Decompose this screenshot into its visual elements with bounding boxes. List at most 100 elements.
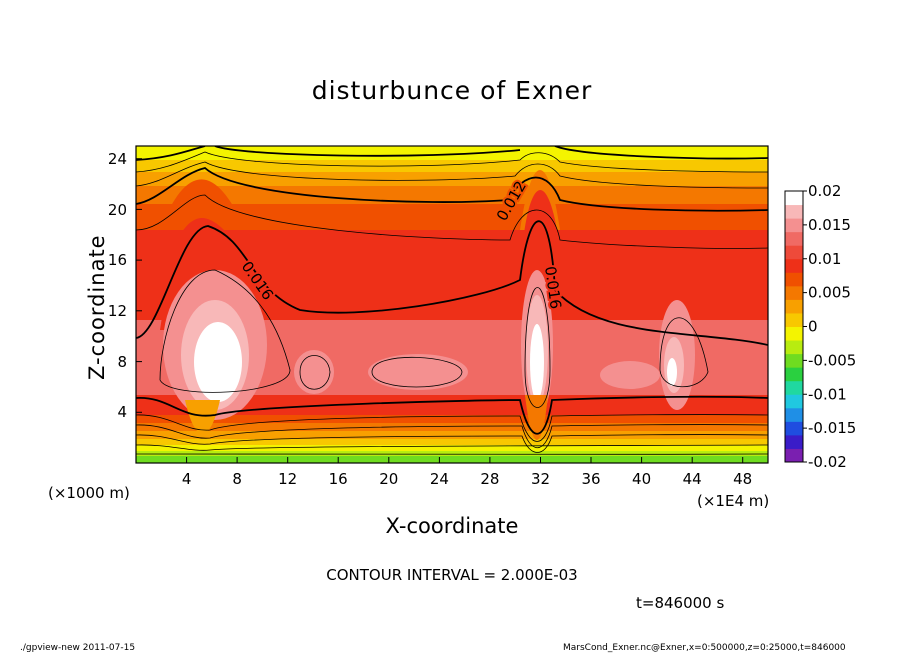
colorbar-swatch [785,421,803,436]
colorbar-swatch [785,272,803,287]
contour-line [371,356,463,388]
contour-line [136,424,768,448]
colorbar-swatch [785,340,803,355]
colorbar-swatch [785,312,803,327]
plot-frame [135,145,769,464]
colorbar-swatch [785,231,803,246]
colorbar-tick-label: 0.02 [808,182,841,200]
dip-left [185,400,220,434]
colorbar-swatch [785,299,803,314]
band-top-4 [136,186,768,204]
bulge-right-red [522,190,560,250]
contour-line [659,317,709,388]
y-tick-label: 8 [117,353,127,371]
contour-line [136,151,768,173]
band-low-2 [136,423,768,431]
core-left-white [194,322,242,402]
bulge-left [160,179,245,230]
band-low-5 [136,445,768,451]
x-tick-label: 4 [182,470,192,488]
x-tick-label: 28 [480,470,499,488]
band-low-6 [136,451,768,456]
x-tick-label: 16 [329,470,348,488]
band-yellow-top [136,146,768,160]
band-top-3 [136,172,768,186]
x-tick-label: 24 [430,470,449,488]
colorbar-swatch [785,434,803,449]
band-low-7 [136,456,768,463]
core-mid3 [600,361,660,389]
x-tick-label: 36 [581,470,600,488]
band-top-2 [136,160,768,172]
contour-line [136,161,768,189]
contour-line [136,194,768,249]
footer-left: ./gpview-new 2011-07-15 [20,643,136,653]
colorbar-swatch [785,448,803,463]
x-tick-label: 8 [232,470,242,488]
colorbar-swatch [785,380,803,395]
colorbar-swatch [785,204,803,219]
x-axis-label: X-coordinate [0,514,904,538]
axis-ticks [136,158,744,463]
band-low-red [136,395,768,415]
core-mid2 [368,354,468,390]
time-note: t=846000 s [636,594,725,612]
x-tick-label: 40 [632,470,651,488]
colorbar-swatch [785,191,803,206]
contour-line [136,167,768,212]
contour-lines [136,146,768,456]
footer-right: MarsCond_Exner.nc@Exner,x=0:500000,z=0:2… [563,643,846,653]
colorbar-tick-label: 0.015 [808,216,851,234]
y-tick-label: 4 [117,403,127,421]
y-tick-label: 20 [108,201,127,219]
chart-title: disturbunce of Exner [311,76,593,105]
contour-interval-note: CONTOUR INTERVAL = 2.000E-03 [326,566,578,584]
filled-contours [136,146,768,463]
core-mid1 [294,350,334,394]
x-tick-label: 44 [683,470,702,488]
colorbar [784,190,807,463]
contour-line [136,146,768,161]
colorbar-swatch [785,258,803,273]
x-scale-note: (×1E4 m) [697,492,770,510]
contour-line [136,414,768,442]
colorbar-swatch [785,326,803,341]
y-tick-label: 24 [108,150,127,168]
colorbar-swatch [785,218,803,233]
x-tick-label: 48 [733,470,752,488]
band-low-4 [136,439,768,445]
x-tick-label: 20 [379,470,398,488]
core-right-white [667,358,677,386]
colorbar-tick-label: -0.005 [808,351,856,369]
y-tick-label: 16 [108,251,127,269]
y-axis-label: Z-coordinate [85,234,109,380]
colorbar-swatch [785,285,803,300]
colorbar-tick-label: 0.01 [808,250,841,268]
colorbar-tick-label: -0.02 [808,453,847,471]
colorbar-tick-label: 0.005 [808,284,851,302]
x-tick-label: 32 [531,470,550,488]
x-unit-note: (×1000 m) [48,484,130,502]
core-center-white [530,324,544,400]
colorbar-swatch [785,407,803,422]
contour-line [136,395,768,435]
contour-line [299,355,331,390]
contour-line [136,444,768,451]
contour-line [136,434,768,453]
colorbar-swatch [785,394,803,409]
colorbar-tick-label: 0 [808,318,818,336]
contour-line [136,220,768,346]
band-low-3 [136,431,768,439]
colorbar-tick-label: -0.01 [808,385,847,403]
colorbar-swatch [785,367,803,382]
colorbar-swatch [785,245,803,260]
contour-line [524,287,551,408]
colorbar-tick-label: -0.015 [808,419,856,437]
y-tick-label: 12 [108,302,127,320]
band-low-1 [136,415,768,423]
contour-line [159,269,291,393]
colorbar-swatch [785,353,803,368]
x-axis-label-text: X-coordinate [385,514,519,538]
x-tick-label: 12 [278,470,297,488]
